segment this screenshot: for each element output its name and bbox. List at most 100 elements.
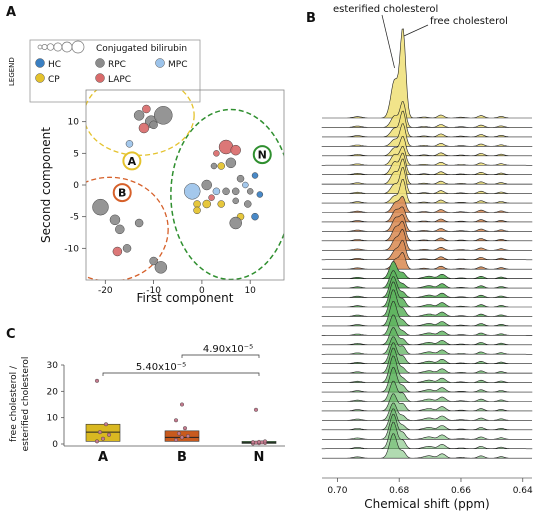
group-label-n: N	[258, 149, 267, 162]
panel-letter-b: B	[306, 11, 316, 26]
spectrum-19	[321, 276, 533, 298]
scatter-point-22	[201, 179, 212, 191]
box-ylabel-line-2: esterified cholesterol	[21, 357, 31, 452]
scatter-ytick-label-4: 10	[68, 118, 80, 128]
scatter-ytick-label-2: 0	[73, 181, 79, 191]
scatter-point-19	[213, 150, 220, 157]
scatter-point-34	[244, 200, 252, 208]
spectrum-26	[322, 342, 532, 364]
scatter-point-40	[232, 197, 239, 205]
legend-swatch-hc	[35, 58, 45, 68]
box-point-b-4	[182, 426, 187, 431]
box-point-a-2	[106, 432, 111, 437]
group-ellipse-n	[170, 108, 284, 280]
annotation-esterified-cholesterol: esterified cholesterol	[333, 4, 438, 15]
spectrum-21	[321, 289, 533, 317]
box-point-b-3	[176, 431, 181, 436]
group-label-b: B	[118, 187, 126, 200]
spectrum-30	[322, 380, 532, 402]
spectrum-33	[321, 408, 533, 431]
spectrum-12	[322, 214, 532, 232]
scatter-point-4	[149, 120, 158, 130]
annotation-line-free	[403, 24, 429, 37]
scatter-point-20	[210, 162, 218, 170]
box-point-b-1	[179, 435, 184, 440]
ridge-xtick-label-2: 0.66	[451, 486, 471, 496]
legend-label-mpc: MPC	[168, 60, 187, 70]
scatter-point-38	[193, 206, 201, 215]
spectrum-28	[322, 355, 532, 383]
scatter-point-37	[229, 216, 242, 230]
spectrum-0	[322, 28, 532, 119]
spectrum-11	[321, 206, 533, 223]
scatter-point-2	[154, 106, 173, 125]
spectrum-22	[322, 300, 532, 327]
group-label-a: A	[128, 155, 137, 168]
box-ytick-label-3: 30	[47, 361, 59, 371]
box-point-b-6	[179, 402, 184, 407]
scatter-point-5	[142, 104, 151, 114]
spectrum-6	[322, 152, 532, 176]
scatter-point-39	[208, 194, 215, 201]
scatter-ytick-label-3: 5	[73, 149, 79, 159]
legend-label-hc: HC	[48, 60, 61, 70]
box-point-b-0	[173, 438, 178, 443]
legend-label-rpc: RPC	[108, 60, 126, 70]
legend-size-label: Conjugated bilirubin	[96, 44, 187, 54]
spectrum-24	[322, 327, 532, 346]
scatter-point-17	[225, 157, 237, 169]
box-ytick-label-2: 20	[47, 387, 59, 397]
scatter-point-23	[202, 199, 211, 209]
scatter-point-6	[125, 140, 134, 148]
spectrum-9	[321, 178, 533, 204]
legend-color-items: HC RPC MPC CP LAPC	[35, 58, 187, 85]
box-category-n: N	[254, 450, 265, 465]
ridge-xtick-label-1: 0.68	[389, 486, 409, 496]
scatter-plot: A B N -20 -10 0 10 -10 -5 0 5 10 First component Seco…	[39, 89, 285, 305]
scatter-point-7	[92, 198, 109, 216]
group-ellipse-b	[86, 176, 169, 280]
scatter-point-21	[183, 183, 201, 200]
box-point-a-1	[100, 436, 105, 441]
legend-label-cp: CP	[48, 75, 60, 85]
scatter-point-27	[217, 200, 225, 208]
scatter-ylabel: Second component	[39, 127, 53, 243]
scatter-xtick-label-2: 0	[199, 286, 205, 296]
legend-swatch-cp	[35, 73, 45, 83]
scatter-xtick-label-1: -10	[146, 286, 161, 296]
box-category-a: A	[98, 450, 108, 465]
annotation-free-cholesterol: free cholesterol	[430, 16, 508, 27]
panel-letter-a: A	[6, 5, 16, 20]
scatter-point-9	[115, 224, 125, 235]
scatter-xlabel: First component	[137, 291, 234, 305]
nmr-ridgeline-plot: 0.70 0.68 0.66 0.64 Chemical shift (ppm) este…	[321, 4, 533, 511]
scatter-point-29	[236, 174, 245, 183]
box-point-n-8	[253, 407, 258, 412]
spectrum-2	[322, 110, 532, 138]
legend-box	[29, 39, 201, 103]
bracket-b-n	[181, 354, 260, 358]
legend-size-circle-5	[71, 40, 85, 54]
legend-size-scale	[37, 40, 85, 54]
scatter-point-25	[212, 187, 221, 196]
spectrum-1	[321, 101, 533, 128]
box-category-b: B	[177, 450, 187, 465]
scatter-point-0	[133, 110, 145, 121]
scatter-point-11	[112, 246, 123, 257]
scatter-point-16	[230, 144, 241, 156]
legend-swatch-lapc	[95, 73, 105, 83]
spectrum-36	[322, 433, 532, 459]
spectrum-4	[322, 136, 532, 157]
scatter-ytick-label-0: -10	[64, 244, 79, 254]
legend-label-lapc: LAPC	[108, 75, 131, 85]
spectrum-7	[321, 158, 533, 185]
scatter-point-33	[256, 191, 264, 198]
ridge-xtick-label-0: 0.70	[327, 486, 347, 496]
scatter-point-12	[122, 244, 132, 253]
panel-letter-c: C	[6, 327, 16, 342]
bracket-label-b-n: 4.90x10⁻⁵	[203, 344, 253, 355]
legend-swatch-rpc	[95, 58, 105, 68]
scatter-point-30	[242, 181, 249, 189]
scatter-point-10	[134, 218, 144, 228]
spectrum-16	[322, 251, 532, 270]
